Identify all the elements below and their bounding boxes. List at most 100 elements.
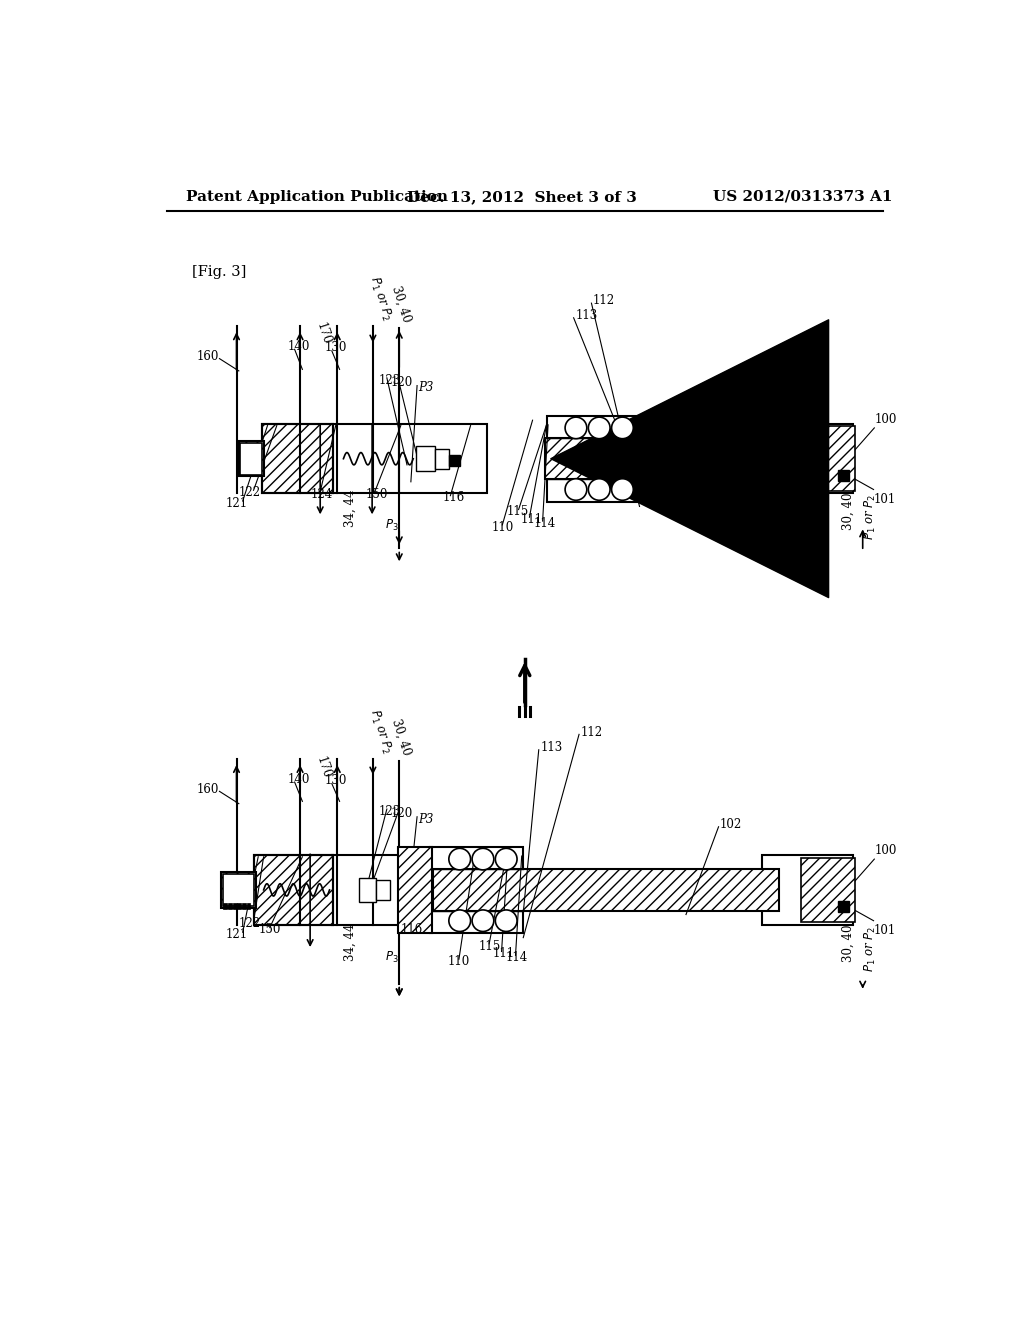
Bar xyxy=(247,903,251,909)
Text: 120: 120 xyxy=(391,376,413,389)
Bar xyxy=(547,416,640,502)
Text: 116: 116 xyxy=(442,491,465,504)
Text: $P_3$: $P_3$ xyxy=(385,519,399,533)
Text: 100: 100 xyxy=(874,843,897,857)
Bar xyxy=(801,858,855,923)
Circle shape xyxy=(611,417,633,438)
Circle shape xyxy=(449,909,471,932)
Bar xyxy=(222,874,254,906)
Bar xyxy=(223,903,227,909)
Text: 30, 40: 30, 40 xyxy=(389,284,413,323)
Text: 30, 40: 30, 40 xyxy=(389,717,413,756)
Text: 111: 111 xyxy=(493,948,514,961)
Bar xyxy=(417,446,435,471)
Text: 121: 121 xyxy=(225,496,248,510)
Bar xyxy=(241,442,262,475)
Bar xyxy=(232,903,237,909)
Text: 101: 101 xyxy=(873,924,896,937)
Circle shape xyxy=(496,909,517,932)
Text: 111: 111 xyxy=(520,513,543,527)
Text: 112: 112 xyxy=(593,294,615,308)
Bar xyxy=(376,880,390,900)
Bar xyxy=(838,902,849,912)
Bar xyxy=(801,426,855,491)
Text: 170: 170 xyxy=(314,321,333,346)
Text: 110: 110 xyxy=(492,520,514,533)
Bar xyxy=(762,855,853,924)
Text: 124: 124 xyxy=(310,487,333,500)
Bar xyxy=(430,847,523,933)
Text: $P_1$ or $P_2$: $P_1$ or $P_2$ xyxy=(366,275,394,323)
Text: 102: 102 xyxy=(719,384,741,397)
Text: 160: 160 xyxy=(197,350,218,363)
Bar xyxy=(242,903,246,909)
Bar xyxy=(435,449,449,469)
Bar xyxy=(262,424,334,494)
Text: 30, 40: 30, 40 xyxy=(843,492,855,529)
Text: 114: 114 xyxy=(506,952,527,964)
Circle shape xyxy=(565,417,587,438)
Text: 122: 122 xyxy=(239,486,261,499)
Bar xyxy=(238,903,241,909)
Text: 113: 113 xyxy=(575,309,597,322)
Text: 140: 140 xyxy=(288,339,310,352)
Bar xyxy=(545,438,779,479)
Circle shape xyxy=(496,849,517,870)
Text: 150: 150 xyxy=(366,488,387,502)
Text: 102: 102 xyxy=(719,818,741,832)
Text: 34, 44: 34, 44 xyxy=(344,490,357,527)
Bar xyxy=(397,847,432,933)
Text: P3: P3 xyxy=(419,813,434,825)
Bar xyxy=(332,424,486,494)
Circle shape xyxy=(472,909,494,932)
Bar xyxy=(239,441,263,477)
Text: 115: 115 xyxy=(506,506,528,519)
Bar xyxy=(838,470,849,480)
Bar xyxy=(359,878,376,903)
Bar xyxy=(449,455,460,466)
Text: 114: 114 xyxy=(534,517,556,529)
Circle shape xyxy=(472,849,494,870)
Bar xyxy=(228,903,231,909)
Text: $P_3$: $P_3$ xyxy=(385,950,399,965)
Text: 130: 130 xyxy=(325,774,347,787)
Text: US 2012/0313373 A1: US 2012/0313373 A1 xyxy=(713,190,893,203)
Bar xyxy=(262,424,334,494)
Text: 150: 150 xyxy=(258,924,281,936)
Text: 30, 40: 30, 40 xyxy=(843,924,855,961)
Text: 112: 112 xyxy=(581,726,603,739)
Text: 121: 121 xyxy=(225,928,248,941)
Text: 160: 160 xyxy=(197,783,218,796)
Bar xyxy=(332,855,399,924)
Text: 170: 170 xyxy=(314,755,333,780)
Circle shape xyxy=(589,417,610,438)
Bar xyxy=(254,855,334,924)
Bar xyxy=(254,855,334,924)
Text: 120: 120 xyxy=(391,807,413,820)
Circle shape xyxy=(589,479,610,500)
Bar xyxy=(640,416,672,502)
Circle shape xyxy=(611,479,633,500)
Text: Patent Application Publication: Patent Application Publication xyxy=(186,190,449,203)
Bar xyxy=(221,873,256,908)
Text: Dec. 13, 2012  Sheet 3 of 3: Dec. 13, 2012 Sheet 3 of 3 xyxy=(407,190,637,203)
Text: 123: 123 xyxy=(379,805,401,818)
Text: 123: 123 xyxy=(379,374,401,387)
Text: 130: 130 xyxy=(325,342,347,354)
Text: P3: P3 xyxy=(419,381,434,395)
Text: $P_1$ or $P_2$: $P_1$ or $P_2$ xyxy=(863,494,878,540)
Text: [Fig. 3]: [Fig. 3] xyxy=(191,265,246,280)
Text: 34, 44: 34, 44 xyxy=(344,923,357,961)
Text: 113: 113 xyxy=(541,741,562,754)
Text: 100: 100 xyxy=(874,413,897,425)
Text: 115: 115 xyxy=(478,940,501,953)
Text: 101: 101 xyxy=(873,492,896,506)
Circle shape xyxy=(449,849,471,870)
Bar xyxy=(432,869,779,911)
Circle shape xyxy=(565,479,587,500)
Text: $P_1$ or $P_2$: $P_1$ or $P_2$ xyxy=(366,708,394,756)
Text: 140: 140 xyxy=(288,774,310,787)
Text: 122: 122 xyxy=(239,917,261,931)
Text: $P_1$ or $P_2$: $P_1$ or $P_2$ xyxy=(863,925,878,973)
Bar xyxy=(762,424,853,494)
